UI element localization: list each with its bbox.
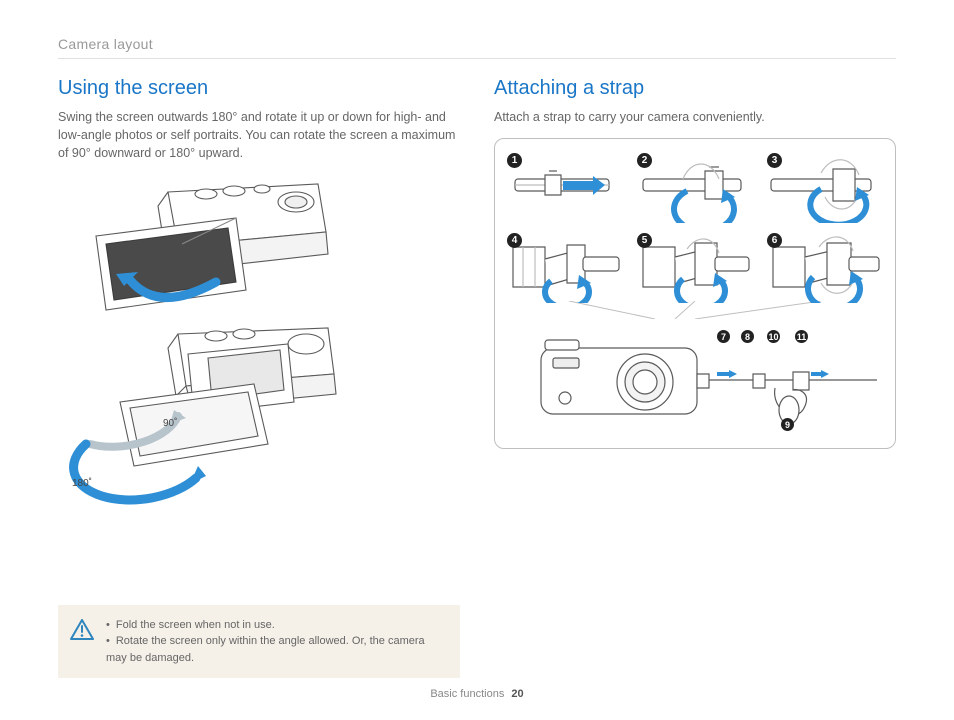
strap-step: 5 — [635, 231, 755, 303]
strap-step: 4 — [505, 231, 625, 303]
strap-step-6-illustration — [765, 231, 885, 303]
attaching-strap-body: Attach a strap to carry your camera conv… — [494, 108, 896, 126]
two-column-layout: Using the screen Swing the screen outwar… — [58, 77, 896, 678]
strap-step: 1 — [505, 151, 625, 223]
angle-90-label: 90˚ — [163, 418, 177, 429]
attaching-strap-heading: Attaching a strap — [494, 77, 896, 100]
strap-step-4-illustration — [505, 231, 625, 303]
caution-box: Fold the screen when not in use. Rotate … — [58, 605, 460, 679]
using-screen-heading: Using the screen — [58, 77, 460, 100]
strap-steps-grid: 1 — [505, 151, 885, 303]
camera-screen-rotate-illustration — [58, 324, 388, 524]
footer-label: Basic functions — [430, 688, 504, 700]
strap-step: 2 — [635, 151, 755, 223]
camera-strap-illustration — [505, 330, 885, 440]
strap-step-2-illustration — [635, 151, 755, 223]
screen-illustrations: 90˚ 180˚ — [58, 174, 460, 590]
callout-lines — [505, 301, 885, 319]
strap-step-1-illustration — [505, 151, 625, 223]
page-footer: Basic functions 20 — [58, 688, 896, 700]
caution-item: Fold the screen when not in use. — [106, 617, 446, 634]
right-column: Attaching a strap Attach a strap to carr… — [494, 77, 896, 678]
using-screen-body: Swing the screen outwards 180° and rotat… — [58, 108, 460, 162]
caution-item: Rotate the screen only within the angle … — [106, 633, 446, 666]
section-label: Camera layout — [58, 36, 896, 59]
angle-180-label: 180˚ — [72, 478, 92, 489]
strap-step: 3 — [765, 151, 885, 223]
camera-with-strap: 7 8 10 11 9 — [505, 330, 885, 440]
caution-list: Fold the screen when not in use. Rotate … — [106, 617, 446, 667]
strap-step-5-illustration — [635, 231, 755, 303]
strap-step: 6 — [765, 231, 885, 303]
camera-screen-open-illustration — [58, 174, 388, 334]
step-badge: 11 — [795, 330, 808, 343]
manual-page: Camera layout Using the screen Swing the… — [0, 0, 954, 720]
strap-step-3-illustration — [765, 151, 885, 223]
page-number: 20 — [511, 688, 523, 700]
step-badge: 10 — [767, 330, 780, 343]
caution-icon — [70, 619, 94, 641]
left-column: Using the screen Swing the screen outwar… — [58, 77, 460, 678]
strap-steps-box: 1 — [494, 138, 896, 449]
